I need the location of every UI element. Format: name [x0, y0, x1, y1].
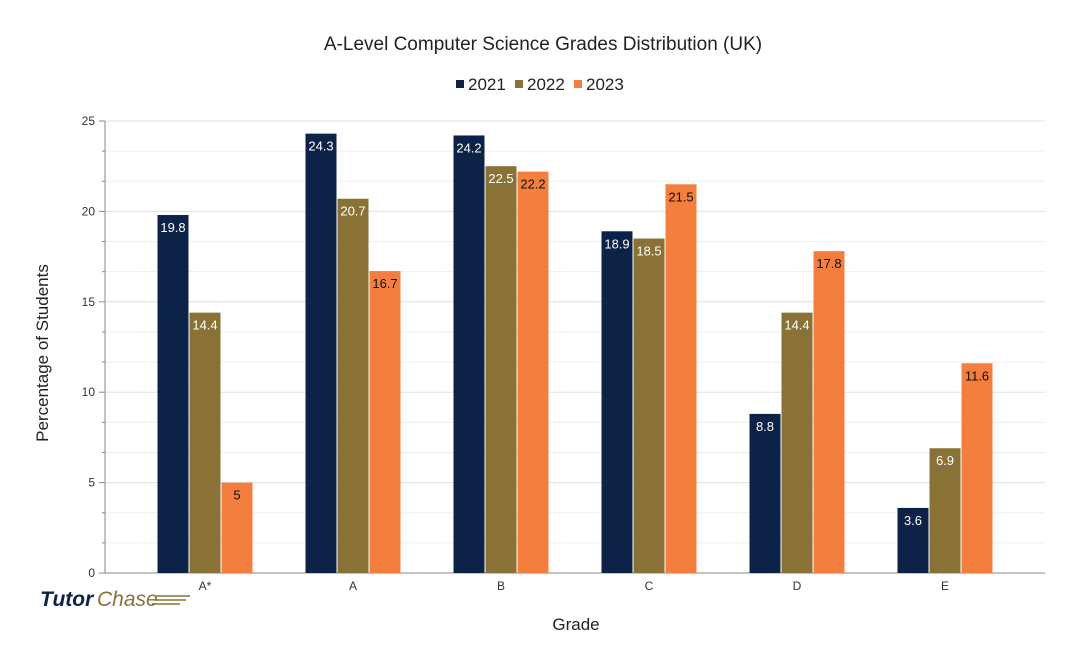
bar-2022-B — [485, 166, 517, 573]
data-label: 14.4 — [192, 318, 217, 333]
data-label: 19.8 — [160, 220, 185, 235]
data-label: 22.5 — [488, 171, 513, 186]
y-axis-label: Percentage of Students — [33, 264, 52, 442]
bar-2021-D — [749, 413, 781, 573]
bar-2022-D — [781, 312, 813, 573]
gridlines — [105, 120, 1045, 544]
bar-2023-B — [517, 171, 549, 573]
legend-label-2022: 2022 — [527, 75, 565, 94]
data-label: 24.2 — [456, 140, 481, 155]
x-axis-label: Grade — [552, 615, 599, 634]
legend: 2021 2022 2023 — [456, 75, 624, 94]
logo-text-tutor: Tutor — [40, 588, 95, 611]
legend-swatch-2023 — [574, 80, 582, 88]
data-label: 14.4 — [784, 318, 809, 333]
x-tick-label: A* — [199, 579, 212, 593]
data-label: 17.8 — [816, 256, 841, 271]
x-tick-label: C — [645, 579, 654, 593]
data-label: 24.3 — [308, 139, 333, 154]
bars: 19.8 14.4 5 24.3 20.7 16.7 24.2 22.5 22.2 18.9 18.… — [157, 133, 993, 574]
x-tick-label: D — [793, 579, 802, 593]
x-tick-label: E — [941, 579, 949, 593]
data-label: 18.9 — [604, 236, 629, 251]
y-tick-label: 0 — [88, 566, 95, 580]
data-label: 16.7 — [372, 276, 397, 291]
data-label: 18.5 — [636, 244, 661, 259]
data-label: 3.6 — [904, 513, 922, 528]
bar-2021-E — [897, 507, 929, 573]
legend-label-2023: 2023 — [586, 75, 624, 94]
bar-2023-A* — [221, 482, 253, 573]
data-label: 8.8 — [756, 419, 774, 434]
logo-text-chase: Chase — [97, 588, 158, 611]
legend-swatch-2022 — [515, 80, 523, 88]
y-tick-label: 5 — [88, 476, 95, 490]
bar-2023-C — [665, 184, 697, 573]
x-tick-label: A — [349, 579, 357, 593]
bar-2022-C — [633, 238, 665, 573]
logo-speed-lines — [152, 595, 190, 605]
bar-2023-E — [961, 363, 993, 573]
chart-title: A-Level Computer Science Grades Distribu… — [324, 34, 762, 55]
y-tick-label: 20 — [82, 204, 96, 218]
legend-label-2021: 2021 — [468, 75, 506, 94]
data-label: 21.5 — [668, 189, 693, 204]
legend-swatch-2021 — [456, 80, 464, 88]
bar-2021-A — [305, 133, 337, 573]
bar-2023-A — [369, 271, 401, 573]
data-label: 6.9 — [936, 453, 954, 468]
bar-2022-E — [929, 448, 961, 573]
bar-2022-A — [337, 198, 369, 573]
y-tick-label: 10 — [82, 385, 96, 399]
data-label: 5 — [233, 488, 240, 503]
bar-2021-C — [601, 231, 633, 573]
bar-2021-A* — [157, 215, 189, 574]
data-label: 11.6 — [965, 368, 989, 383]
bar-2021-B — [453, 135, 485, 574]
data-label: 20.7 — [340, 204, 365, 219]
y-tick-label: 15 — [82, 295, 96, 309]
tutorchase-logo: Tutor Chase — [40, 588, 190, 611]
data-label: 22.2 — [520, 177, 545, 192]
bar-2022-A* — [189, 312, 221, 573]
y-tick-label: 25 — [82, 114, 96, 128]
axes: 0 5 10 15 20 25 A* A B C D E — [82, 114, 1045, 593]
bar-2023-D — [813, 251, 845, 573]
x-tick-label: B — [497, 579, 505, 593]
